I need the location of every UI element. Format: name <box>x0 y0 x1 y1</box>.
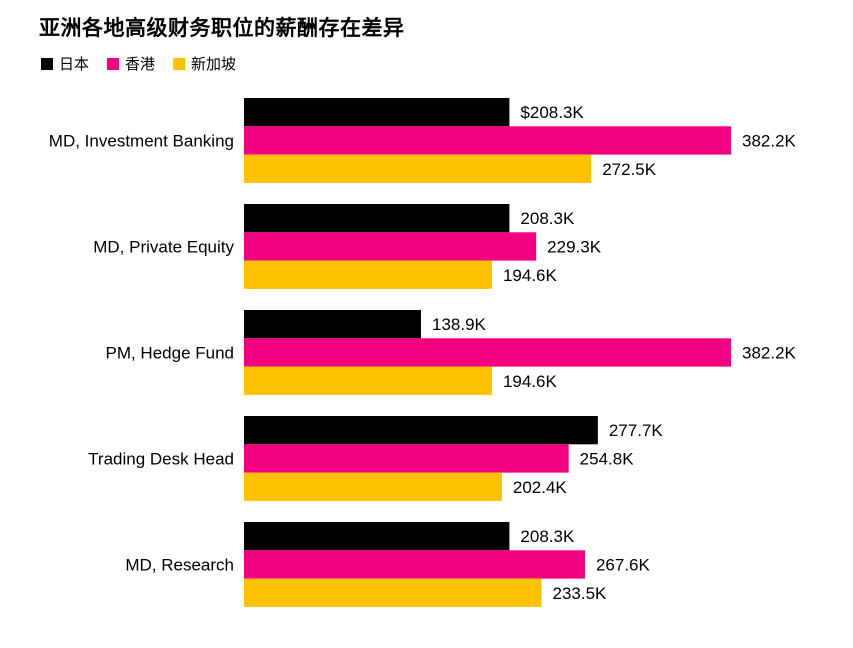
data-label-hong-kong-md-investment-banking: 382.2K <box>742 131 797 150</box>
bar-japan-pm-hedge-fund <box>244 310 421 339</box>
legend-swatch-hong-kong <box>107 57 120 70</box>
data-label-hong-kong-md-private-equity: 229.3K <box>547 237 602 256</box>
data-label-singapore-pm-hedge-fund: 194.6K <box>503 372 558 391</box>
legend-label-singapore: 新加坡 <box>191 55 237 73</box>
bar-singapore-md-private-equity <box>244 260 492 289</box>
chart-title: 亚洲各地高级财务职位的薪酬存在差异 <box>39 16 405 40</box>
bar-japan-md-research <box>244 522 510 551</box>
data-label-singapore-md-investment-banking: 272.5K <box>602 160 657 179</box>
legend-label-japan: 日本 <box>59 55 90 73</box>
data-label-japan-trading-desk-head: 277.7K <box>609 421 664 440</box>
bar-hong-kong-trading-desk-head <box>244 444 569 473</box>
data-label-japan-md-investment-banking: $208.3K <box>520 103 584 122</box>
legend-item-hong-kong: 香港 <box>107 53 155 74</box>
category-label-md-investment-banking: MD, Investment Banking <box>49 131 234 150</box>
category-label-pm-hedge-fund: PM, Hedge Fund <box>105 343 234 362</box>
bar-japan-md-investment-banking <box>244 98 510 127</box>
bar-hong-kong-md-investment-banking <box>244 126 731 155</box>
data-label-singapore-trading-desk-head: 202.4K <box>513 478 568 497</box>
data-label-japan-md-research: 208.3K <box>520 527 575 546</box>
legend-swatch-japan <box>41 57 53 70</box>
bar-hong-kong-md-research <box>244 550 585 579</box>
legend-swatch-singapore <box>173 57 186 70</box>
data-label-singapore-md-research: 233.5K <box>553 584 608 603</box>
data-label-hong-kong-trading-desk-head: 254.8K <box>580 449 635 468</box>
bar-singapore-md-investment-banking <box>244 154 592 183</box>
category-label-md-private-equity: MD, Private Equity <box>93 237 234 256</box>
bar-singapore-pm-hedge-fund <box>244 366 492 395</box>
legend: 日本 香港 新加坡 <box>41 53 254 74</box>
category-label-md-research: MD, Research <box>125 555 234 574</box>
bar-hong-kong-md-private-equity <box>244 232 537 261</box>
bar-singapore-trading-desk-head <box>244 472 502 501</box>
data-label-singapore-md-private-equity: 194.6K <box>503 266 558 285</box>
category-label-trading-desk-head: Trading Desk Head <box>88 449 234 468</box>
bar-japan-md-private-equity <box>244 204 510 233</box>
bar-hong-kong-pm-hedge-fund <box>244 338 731 367</box>
data-label-japan-pm-hedge-fund: 138.9K <box>432 315 487 334</box>
bar-japan-trading-desk-head <box>244 416 598 445</box>
legend-item-japan: 日本 <box>41 53 89 74</box>
bar-singapore-md-research <box>244 578 542 607</box>
legend-label-hong-kong: 香港 <box>125 55 156 73</box>
data-label-hong-kong-md-research: 267.6K <box>596 555 651 574</box>
data-label-japan-md-private-equity: 208.3K <box>520 209 575 228</box>
data-label-hong-kong-pm-hedge-fund: 382.2K <box>742 343 797 362</box>
legend-item-singapore: 新加坡 <box>173 53 236 74</box>
